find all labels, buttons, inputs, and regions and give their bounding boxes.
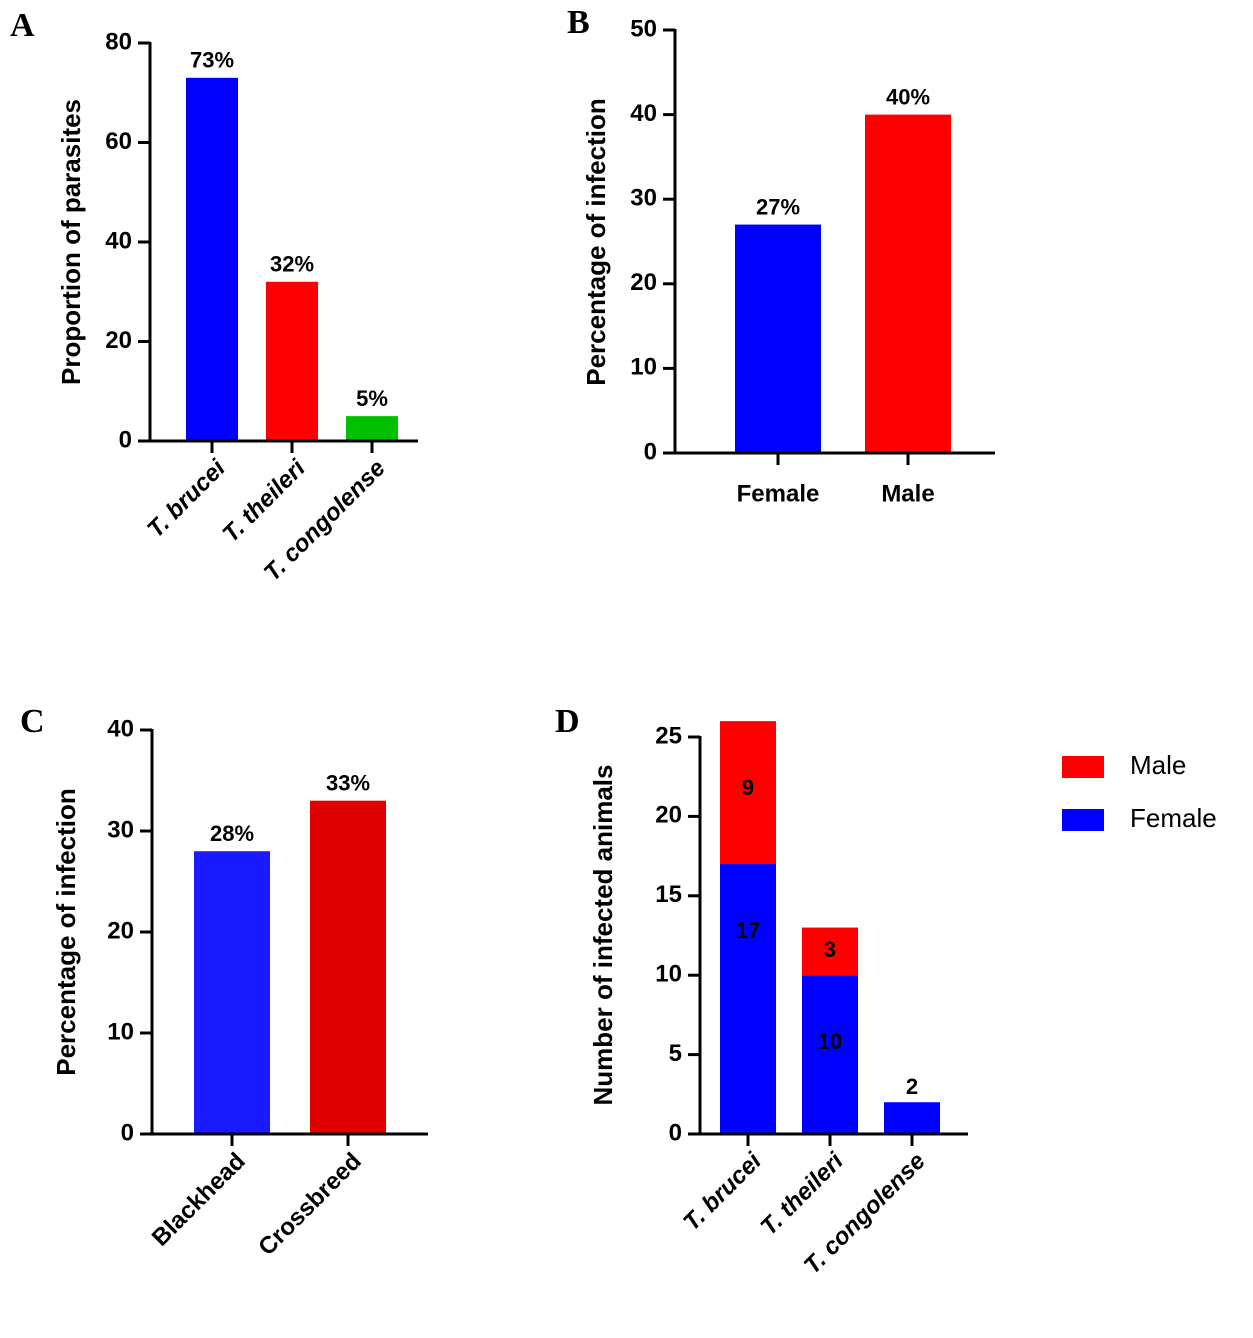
x-tick-label: Female xyxy=(737,480,820,507)
y-tick-label: 0 xyxy=(121,1119,134,1146)
y-tick-label: 25 xyxy=(655,722,682,749)
y-tick-label: 15 xyxy=(655,881,682,908)
figure: AProportion of parasites73%32%5%02040608… xyxy=(0,0,1253,1338)
panel-label: D xyxy=(555,703,580,740)
y-tick-label: 0 xyxy=(644,438,657,465)
value-label: 33% xyxy=(326,771,370,796)
y-tick-label: 0 xyxy=(119,426,132,453)
x-tick-label: T. brucei xyxy=(678,1147,767,1236)
y-tick-label: 20 xyxy=(107,917,134,944)
y-axis-label: Number of infected animals xyxy=(588,765,618,1106)
y-tick-label: 10 xyxy=(107,1018,134,1045)
y-tick-label: 20 xyxy=(655,802,682,829)
segment-label: 17 xyxy=(736,918,760,943)
y-tick-label: 30 xyxy=(107,816,134,843)
x-tick-label: Blackhead xyxy=(147,1148,251,1252)
bar xyxy=(346,416,398,441)
legend-label: Female xyxy=(1130,803,1217,833)
y-axis-label: Proportion of parasites xyxy=(56,99,86,385)
value-label: 27% xyxy=(756,194,800,219)
bar xyxy=(735,225,821,453)
bar-segment xyxy=(884,1102,940,1134)
y-tick-label: 40 xyxy=(630,100,657,127)
bar xyxy=(194,851,270,1134)
panel-label: C xyxy=(20,703,45,740)
value-label: 73% xyxy=(190,48,234,73)
y-tick-label: 20 xyxy=(105,327,132,354)
bar xyxy=(310,801,386,1134)
segment-label: 10 xyxy=(818,1029,842,1054)
y-tick-label: 30 xyxy=(630,185,657,212)
y-axis-label: Percentage of infection xyxy=(581,98,611,386)
y-tick-label: 50 xyxy=(630,15,657,42)
bar-segment xyxy=(802,975,858,1134)
y-tick-label: 20 xyxy=(630,269,657,296)
panel-label: A xyxy=(10,7,35,44)
legend-swatch xyxy=(1062,809,1104,831)
segment-label: 2 xyxy=(906,1074,918,1099)
x-tick-label: Crossbreed xyxy=(253,1148,366,1261)
y-tick-label: 60 xyxy=(105,128,132,155)
bar-segment xyxy=(720,864,776,1134)
segment-label: 3 xyxy=(824,937,836,962)
y-tick-label: 0 xyxy=(669,1119,682,1146)
x-tick-label: Male xyxy=(881,480,934,507)
y-tick-label: 10 xyxy=(655,961,682,988)
value-label: 28% xyxy=(210,821,254,846)
y-tick-label: 40 xyxy=(107,715,134,742)
y-tick-label: 10 xyxy=(630,354,657,381)
legend-label: Male xyxy=(1130,750,1186,780)
segment-label: 9 xyxy=(742,775,754,800)
value-label: 40% xyxy=(886,84,930,109)
y-tick-label: 5 xyxy=(669,1040,682,1067)
y-axis-label: Percentage of infection xyxy=(51,788,81,1076)
y-tick-label: 80 xyxy=(105,28,132,55)
value-label: 5% xyxy=(356,386,388,411)
y-tick-label: 40 xyxy=(105,227,132,254)
panel-label: B xyxy=(567,4,590,41)
value-label: 32% xyxy=(270,252,314,277)
bar xyxy=(186,78,238,441)
legend-swatch xyxy=(1062,756,1104,778)
bar xyxy=(865,115,951,453)
bar xyxy=(266,282,318,441)
